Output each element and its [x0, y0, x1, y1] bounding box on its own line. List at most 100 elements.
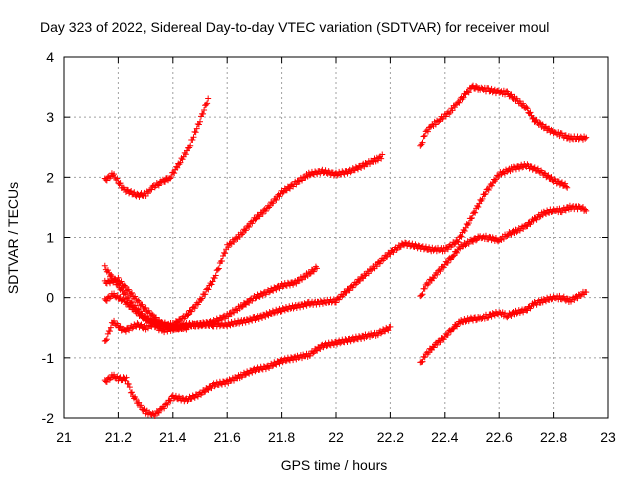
data-point	[437, 339, 444, 346]
data-point	[460, 94, 467, 101]
data-point	[444, 259, 451, 266]
data-point	[283, 187, 290, 194]
y-tick-label: 2	[46, 169, 54, 185]
data-point	[134, 320, 141, 327]
data-point	[113, 176, 120, 183]
data-point	[562, 207, 569, 214]
data-point	[201, 107, 208, 114]
data-point	[144, 190, 151, 197]
data-point	[473, 237, 480, 244]
data-point	[179, 156, 186, 163]
data-point	[436, 118, 443, 125]
data-point	[571, 297, 578, 304]
data-point	[541, 170, 548, 177]
data-point	[231, 239, 237, 246]
data-point	[205, 95, 212, 102]
data-point	[421, 354, 428, 361]
data-point	[182, 151, 189, 158]
data-point	[126, 384, 133, 391]
data-point	[290, 357, 297, 364]
data-point	[385, 327, 392, 334]
data-point	[233, 234, 240, 241]
data-point	[121, 282, 128, 289]
data-point	[208, 281, 215, 288]
x-tick-label: 23	[600, 429, 616, 445]
data-point	[138, 402, 145, 409]
data-point	[530, 114, 537, 121]
data-point	[123, 374, 130, 381]
data-point	[238, 231, 245, 238]
data-point	[341, 171, 348, 178]
data-point	[238, 304, 245, 311]
data-point	[430, 275, 437, 282]
series-sat-f	[101, 290, 190, 333]
data-point	[317, 345, 324, 352]
data-point	[455, 239, 462, 246]
data-point	[103, 297, 110, 304]
data-point	[556, 292, 563, 299]
data-point	[115, 274, 122, 281]
data-point	[225, 244, 232, 251]
data-point	[563, 183, 570, 190]
data-point	[148, 311, 155, 318]
data-point	[534, 165, 541, 172]
data-point	[273, 196, 280, 203]
data-point	[560, 293, 567, 300]
data-point	[101, 262, 108, 269]
data-point	[330, 296, 337, 303]
data-point	[482, 190, 489, 197]
data-point	[205, 387, 212, 394]
data-point	[368, 267, 375, 274]
data-point	[299, 276, 305, 283]
data-point	[102, 337, 109, 344]
data-marks	[101, 82, 590, 419]
data-point	[303, 302, 310, 309]
data-point	[161, 405, 168, 412]
y-tick-label: -1	[42, 350, 55, 366]
data-point	[420, 133, 427, 140]
data-point	[187, 142, 194, 149]
data-point	[470, 238, 477, 245]
data-point	[193, 125, 200, 132]
data-point	[548, 174, 555, 181]
x-axis-label: GPS time / hours	[281, 457, 388, 473]
data-point	[118, 278, 125, 285]
data-point	[456, 99, 463, 106]
data-point	[214, 266, 221, 273]
data-point	[194, 393, 201, 400]
data-point	[533, 116, 540, 123]
data-point	[139, 301, 146, 308]
data-point	[155, 409, 162, 416]
data-point	[434, 341, 441, 348]
data-point	[390, 249, 397, 256]
data-point	[132, 293, 139, 300]
series-sat-g	[417, 82, 590, 149]
data-point	[454, 238, 461, 245]
data-point	[204, 100, 211, 107]
data-point	[334, 172, 341, 179]
data-point	[138, 321, 145, 328]
data-point	[376, 260, 383, 267]
data-point	[270, 310, 277, 317]
data-point	[450, 325, 457, 332]
data-point	[306, 172, 313, 179]
series-sat-i	[417, 288, 590, 366]
data-point	[195, 121, 202, 128]
data-point	[293, 181, 300, 188]
data-point	[129, 289, 135, 296]
series-sat-a	[101, 95, 212, 200]
data-point	[111, 371, 118, 378]
data-point	[199, 295, 206, 302]
data-point	[282, 358, 289, 365]
data-point	[516, 98, 523, 105]
data-point	[541, 124, 548, 131]
data-point	[467, 215, 474, 222]
data-point	[485, 187, 492, 194]
data-point	[313, 265, 320, 272]
data-point	[173, 163, 180, 170]
data-point	[208, 385, 215, 392]
data-point	[147, 316, 154, 323]
data-point	[270, 200, 277, 207]
data-point	[128, 302, 135, 309]
